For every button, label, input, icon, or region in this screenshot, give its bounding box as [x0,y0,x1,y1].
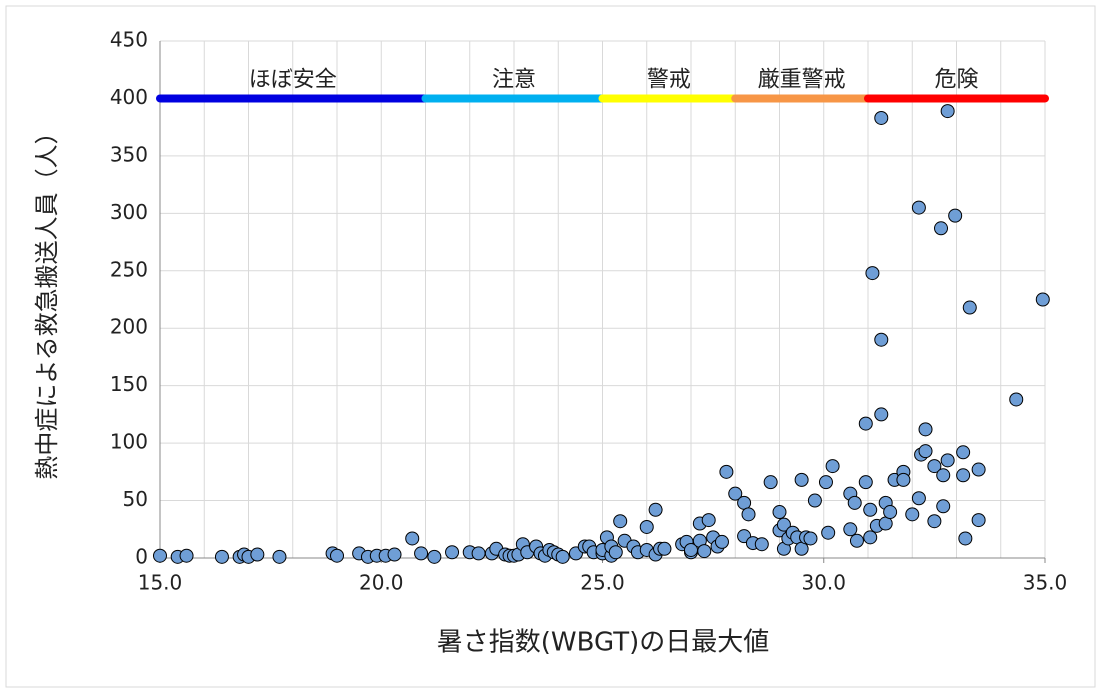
point [648,502,663,517]
point [940,104,955,119]
point [714,534,729,549]
point [250,547,265,562]
point [863,530,878,545]
point [971,513,986,528]
point [863,502,878,517]
point [427,549,442,564]
point [741,507,756,522]
point [865,266,880,281]
point [763,475,778,490]
point [874,407,889,422]
point [956,445,971,460]
point [847,495,862,510]
point [794,472,809,487]
point [639,519,654,534]
y-tick-label: 150 [110,372,148,396]
point [1009,392,1024,407]
point [214,549,229,564]
x-tick-label: 20.0 [359,571,404,595]
point [918,422,933,437]
point [608,545,623,560]
point [927,514,942,529]
point [934,221,949,236]
point [825,459,840,474]
chart-frame [5,5,1096,688]
x-tick-label: 35.0 [1023,571,1068,595]
point [445,545,460,560]
point [874,332,889,347]
x-tick-label: 25.0 [580,571,625,595]
point [936,468,951,483]
zone-label: 危険 [934,67,978,92]
point [911,491,926,506]
y-tick-label: 400 [110,85,148,109]
point [405,531,420,546]
point [948,208,963,223]
x-tick-label: 30.0 [801,571,846,595]
point [414,546,429,561]
point [803,531,818,546]
y-tick-label: 50 [123,487,148,511]
point [153,548,167,563]
y-tick-label: 450 [110,28,148,52]
y-tick-label: 250 [110,257,148,281]
point [754,537,769,552]
point [807,493,822,508]
point [940,453,955,468]
point [776,517,791,532]
point [958,531,973,546]
point [858,416,873,431]
y-tick-label: 100 [110,430,148,454]
x-axis-label: 暑さ指数(WBGT)の日最大値 [437,628,769,658]
point [719,464,734,479]
point [956,468,971,483]
point [179,548,194,563]
zone-label: ほぼ安全 [249,67,337,92]
zone-label: 注意 [492,67,536,92]
point [896,472,911,487]
point [728,486,743,501]
y-tick-label: 350 [110,142,148,166]
y-tick-label: 0 [135,545,148,569]
point [701,513,716,528]
point [962,300,977,315]
point [821,525,836,540]
y-tick-label: 300 [110,200,148,224]
point [849,533,864,548]
point [772,505,787,520]
point [883,505,898,520]
point [936,499,951,514]
y-axis-label: 熱中症による救急搬送人員（人） [33,120,61,479]
point [858,475,873,490]
point [613,514,628,529]
point [927,459,942,474]
point [874,110,889,125]
point [905,507,920,522]
point [918,444,933,459]
point [843,522,858,537]
point [657,541,672,556]
point [818,475,833,490]
point [1035,292,1050,307]
point [697,544,712,559]
point [387,547,402,562]
y-tick-label: 200 [110,315,148,339]
zone-label: 警戒 [647,67,691,92]
x-tick-label: 15.0 [138,571,183,595]
point [555,549,570,564]
point [971,462,986,477]
point [330,548,344,563]
zone-label: 厳重警戒 [758,67,846,92]
point [471,546,486,561]
point [911,200,926,215]
point [272,549,287,564]
